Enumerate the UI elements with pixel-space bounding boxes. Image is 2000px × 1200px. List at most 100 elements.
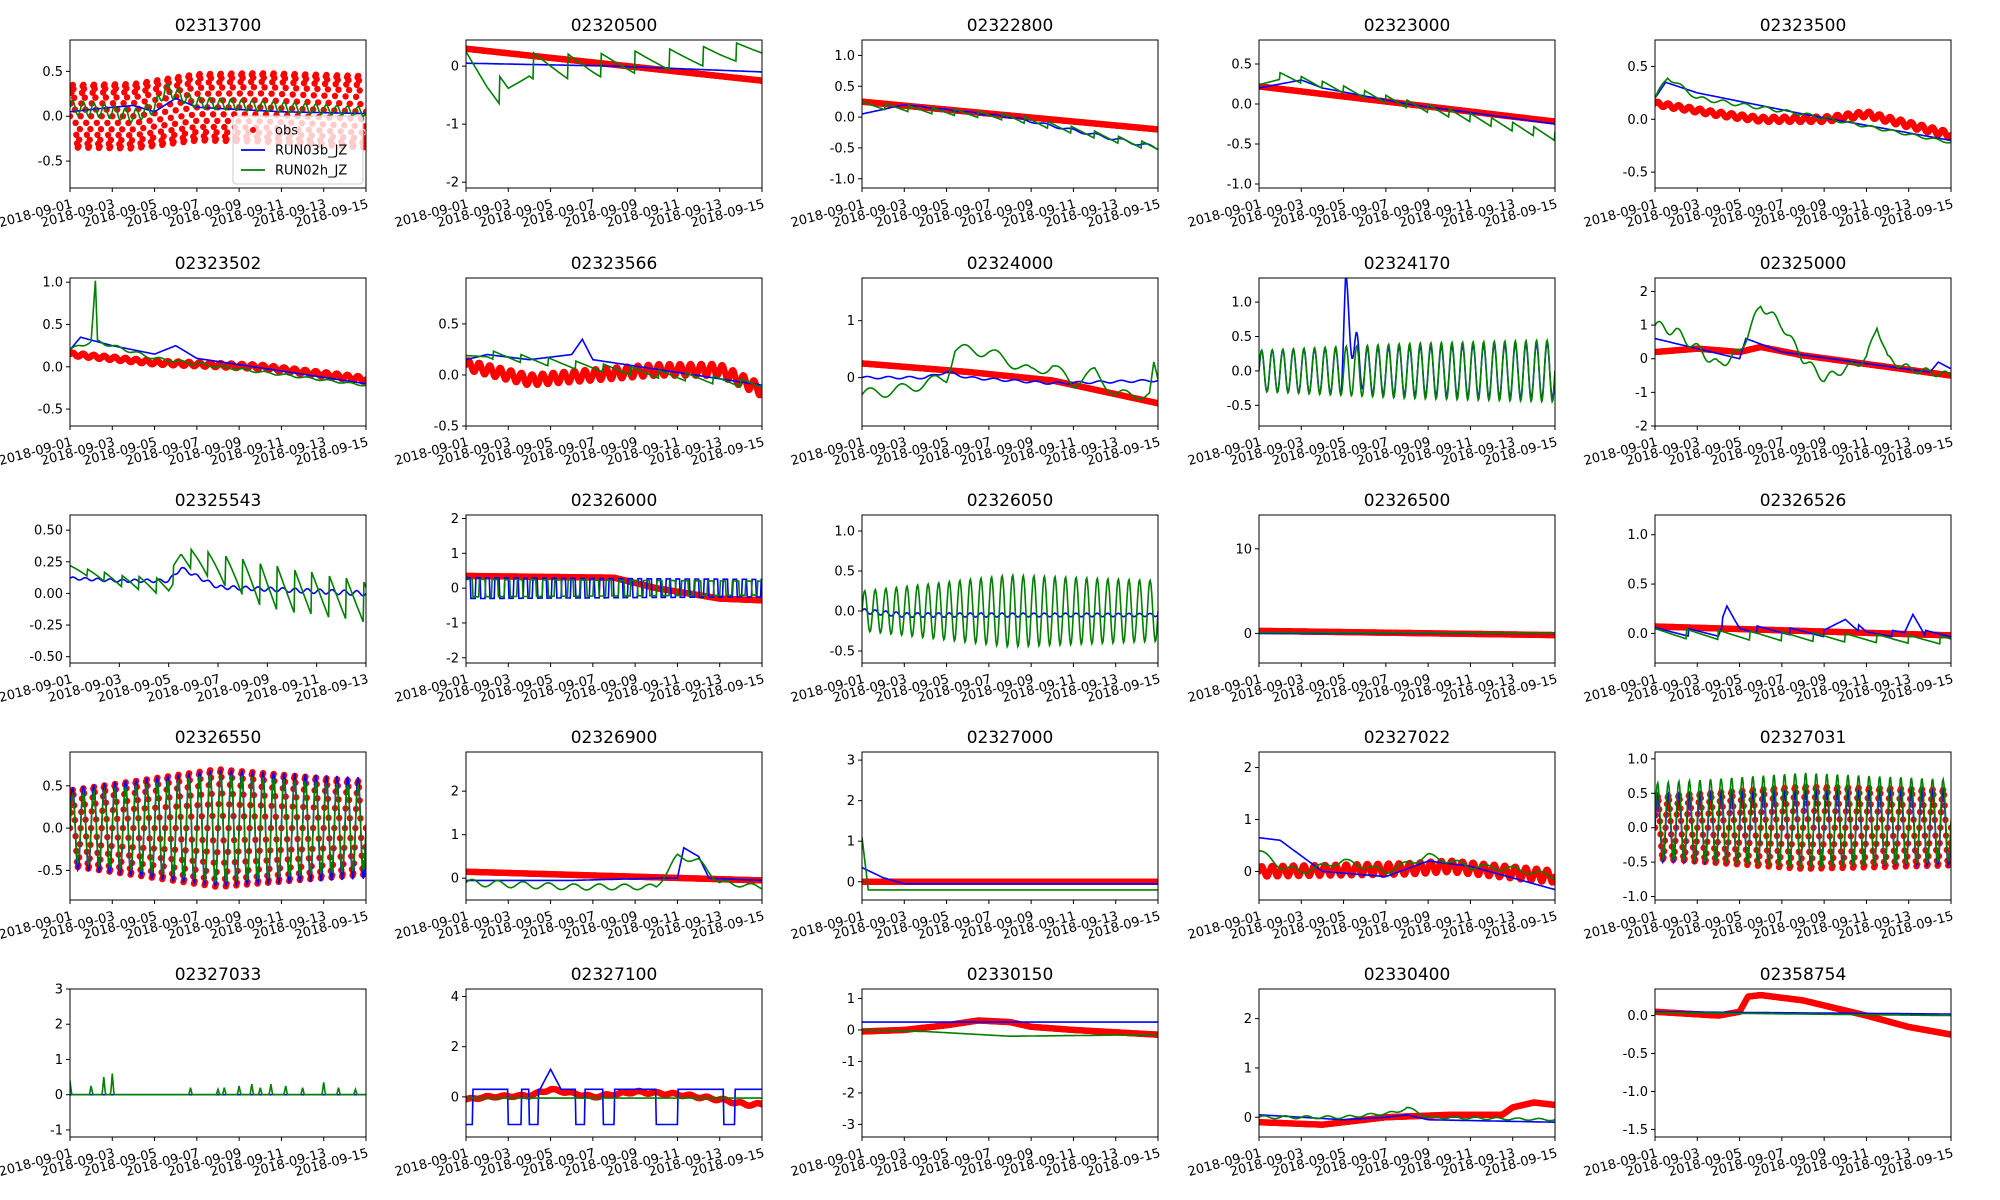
- y-tick-label: -2: [1635, 420, 1648, 435]
- run03b-line: [70, 566, 366, 597]
- y-tick-label: 0.25: [34, 555, 63, 570]
- obs-point: [1947, 131, 1951, 139]
- obs-point: [223, 136, 230, 143]
- obs-point: [334, 76, 341, 84]
- subplot-title: 02326050: [967, 491, 1054, 511]
- obs-point: [758, 597, 762, 604]
- obs-point: [71, 94, 78, 102]
- plot-area: [1259, 627, 1555, 639]
- plot-area: [862, 98, 1158, 151]
- obs-point: [93, 119, 101, 127]
- obs-point: [236, 90, 243, 97]
- obs-point: [76, 125, 84, 133]
- y-tick-label: 1.0: [834, 49, 855, 64]
- obs-point: [250, 74, 257, 81]
- obs-point: [210, 123, 217, 131]
- y-tick-label: 0.5: [1231, 330, 1252, 345]
- obs-point: [107, 143, 114, 150]
- obs-point: [123, 85, 130, 92]
- obs-point: [102, 94, 110, 101]
- y-tick-label: -1: [446, 616, 459, 631]
- obs-point: [247, 90, 254, 97]
- run02h-line: [1259, 71, 1555, 142]
- obs-point: [128, 143, 135, 151]
- y-tick-label: -0.5: [38, 155, 63, 170]
- obs-point: [193, 117, 200, 125]
- obs-point: [215, 90, 222, 97]
- obs-point: [70, 85, 77, 93]
- obs-point: [141, 98, 148, 105]
- subplot-title: 02324170: [1364, 254, 1451, 274]
- obs-point: [208, 84, 215, 91]
- obs-point: [75, 143, 82, 150]
- obs-point: [107, 136, 115, 144]
- obs-point: [171, 131, 178, 139]
- y-tick-label: 0.5: [438, 317, 459, 332]
- obs-point: [176, 77, 183, 85]
- subplot-title: 02325000: [1760, 254, 1847, 274]
- run02h-line: [466, 350, 762, 389]
- plot-area: [466, 337, 762, 399]
- y-tick-label: -0.5: [1623, 166, 1648, 181]
- axes-frame: [1258, 277, 1556, 427]
- y-tick-label: -2: [446, 176, 459, 191]
- obs-point: [104, 119, 111, 127]
- obs-point: [204, 90, 212, 97]
- obs-point: [129, 126, 136, 133]
- obs-point: [268, 90, 275, 97]
- obs-point: [147, 129, 154, 137]
- y-tick-label: 0: [451, 582, 459, 597]
- obs-point: [226, 90, 233, 97]
- obs-point: [345, 77, 352, 84]
- y-tick-label: 0.0: [834, 111, 855, 126]
- obs-point: [170, 138, 177, 146]
- obs-point: [96, 143, 103, 150]
- legend-marker-obs: [250, 127, 256, 133]
- obs-point: [324, 76, 331, 83]
- obs-point: [362, 376, 366, 383]
- obs-point: [120, 99, 127, 107]
- plot-area: [466, 572, 762, 604]
- obs-point: [145, 91, 152, 99]
- obs-point: [161, 108, 169, 116]
- obs-point: [73, 131, 80, 138]
- y-tick-label: 0.0: [1627, 113, 1648, 128]
- obs-point: [314, 85, 321, 93]
- obs-point: [72, 119, 79, 127]
- obs-point: [126, 132, 133, 139]
- obs-point: [136, 131, 143, 138]
- y-tick-label: 0.0: [42, 360, 63, 375]
- obs-point: [97, 126, 105, 133]
- obs-point: [86, 136, 93, 143]
- obs-point: [159, 140, 167, 147]
- obs-point: [108, 126, 115, 133]
- obs-point: [168, 127, 175, 134]
- subplot-title: 02326000: [571, 491, 658, 511]
- obs-point: [239, 74, 246, 82]
- subplot-title: 02326500: [1364, 491, 1451, 511]
- obs-point: [161, 122, 168, 129]
- run02h-line: [70, 546, 366, 623]
- obs-point: [182, 119, 189, 126]
- obs-point: [154, 81, 162, 88]
- y-tick-label: 0.0: [1231, 364, 1252, 379]
- obs-point: [302, 75, 310, 83]
- legend-label: RUN02h_JZ: [275, 164, 347, 179]
- obs-point: [214, 117, 221, 125]
- obs-point: [118, 137, 125, 144]
- obs-point: [352, 93, 360, 101]
- plot-area: [862, 572, 1158, 650]
- obs-point: [197, 75, 204, 82]
- obs-point: [104, 131, 112, 139]
- run02h-line: [466, 41, 762, 106]
- obs-point: [228, 74, 236, 82]
- run03b-line: [862, 371, 1158, 385]
- run02h-line: [1655, 76, 1951, 144]
- obs-point: [271, 74, 278, 82]
- plot-area: [1259, 278, 1555, 405]
- y-tick-label: 0.5: [1231, 58, 1252, 73]
- run02h-line: [862, 343, 1158, 401]
- y-tick-label: -0.50: [29, 650, 63, 665]
